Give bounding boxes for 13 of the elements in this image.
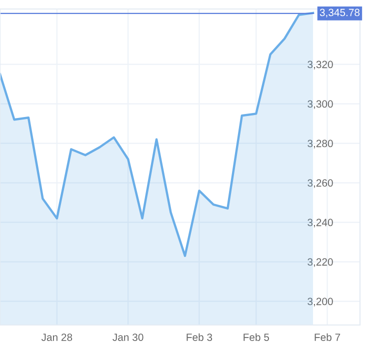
- y-tick-label: 3,200: [308, 298, 333, 306]
- x-tick-label: Jan 28: [41, 334, 72, 341]
- y-tick-label: 3,320: [308, 60, 333, 70]
- y-tick-label: 3,260: [308, 179, 333, 188]
- y-tick-label: 3,280: [308, 140, 333, 148]
- y-tick-label: 3,220: [308, 258, 333, 267]
- ref-line-label: 3,345.78: [320, 8, 360, 18]
- y-tick-label: 3,240: [308, 218, 333, 228]
- x-tick-label: Feb 7: [314, 333, 340, 341]
- y-tick-label: 3,300: [308, 100, 333, 109]
- x-tick-label: Feb 3: [186, 333, 212, 341]
- x-tick-label: Feb 5: [244, 333, 270, 341]
- x-tick-label: Jan 30: [112, 334, 144, 341]
